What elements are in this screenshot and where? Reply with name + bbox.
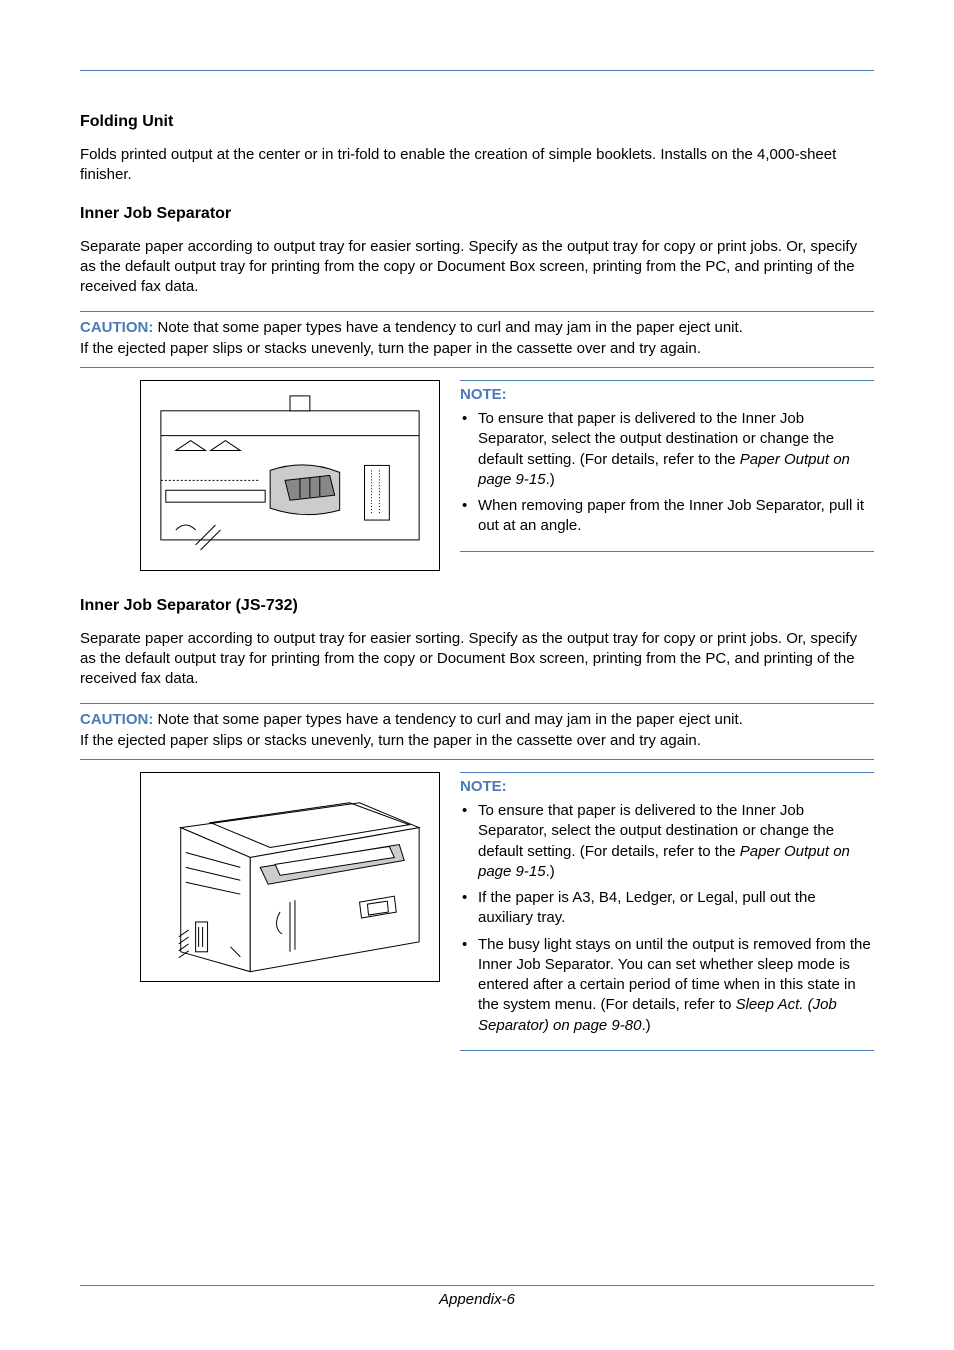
note-post: .)	[546, 863, 555, 880]
list-item: To ensure that paper is delivered to the…	[460, 409, 874, 490]
caution-body: Note that some paper types have a tenden…	[80, 319, 743, 356]
row-illus-note-1: NOTE: To ensure that paper is delivered …	[80, 380, 874, 577]
note-text: When removing paper from the Inner Job S…	[478, 497, 864, 534]
heading-inner-sep-js732: Inner Job Separator (JS-732)	[80, 595, 874, 617]
note-label: NOTE:	[460, 777, 874, 797]
heading-folding-unit: Folding Unit	[80, 111, 874, 133]
caution-body: Note that some paper types have a tenden…	[80, 711, 743, 748]
note-text: If the paper is A3, B4, Ledger, or Legal…	[478, 889, 816, 926]
note-block-2: NOTE: To ensure that paper is delivered …	[460, 772, 874, 1051]
caution-label: CAUTION:	[80, 319, 153, 336]
note-label: NOTE:	[460, 385, 874, 405]
illustration-1	[140, 380, 440, 577]
body-folding-unit: Folds printed output at the center or in…	[80, 145, 874, 186]
list-item: If the paper is A3, B4, Ledger, or Legal…	[460, 888, 874, 929]
top-rule	[80, 70, 874, 71]
printer-isometric-icon	[140, 772, 440, 983]
note-post: .)	[641, 1017, 650, 1034]
note-col-1: NOTE: To ensure that paper is delivered …	[460, 380, 874, 552]
footer: Appendix-6	[80, 1285, 874, 1310]
illustration-2	[140, 772, 440, 989]
note-list-1: To ensure that paper is delivered to the…	[460, 409, 874, 537]
list-item: When removing paper from the Inner Job S…	[460, 496, 874, 537]
body-inner-sep-js732: Separate paper according to output tray …	[80, 629, 874, 690]
caution-block-1: CAUTION: Note that some paper types have…	[80, 311, 874, 368]
list-item: To ensure that paper is delivered to the…	[460, 801, 874, 882]
printer-side-view-icon	[140, 380, 440, 571]
note-col-2: NOTE: To ensure that paper is delivered …	[460, 772, 874, 1051]
row-illus-note-2: NOTE: To ensure that paper is delivered …	[80, 772, 874, 1051]
note-post: .)	[546, 471, 555, 488]
list-item: The busy light stays on until the output…	[460, 935, 874, 1036]
note-block-1: NOTE: To ensure that paper is delivered …	[460, 380, 874, 552]
heading-inner-sep: Inner Job Separator	[80, 203, 874, 225]
page-number: Appendix-6	[80, 1290, 874, 1310]
note-list-2: To ensure that paper is delivered to the…	[460, 801, 874, 1036]
caution-label: CAUTION:	[80, 711, 153, 728]
footer-rule	[80, 1285, 874, 1286]
caution-block-2: CAUTION: Note that some paper types have…	[80, 703, 874, 760]
body-inner-sep: Separate paper according to output tray …	[80, 237, 874, 298]
